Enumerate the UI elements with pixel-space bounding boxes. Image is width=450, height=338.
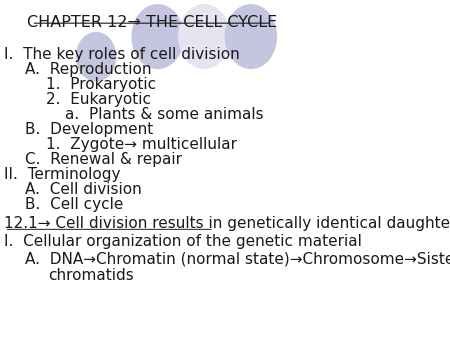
Text: 12.1→ Cell division results in genetically identical daughter cells: 12.1→ Cell division results in genetical… bbox=[4, 216, 450, 231]
Text: 2.  Eukaryotic: 2. Eukaryotic bbox=[46, 92, 152, 107]
Text: B.  Development: B. Development bbox=[26, 122, 154, 137]
Text: II.  Terminology: II. Terminology bbox=[4, 167, 121, 182]
Text: C.  Renewal & repair: C. Renewal & repair bbox=[26, 152, 182, 167]
Text: B.  Cell cycle: B. Cell cycle bbox=[26, 197, 124, 213]
Ellipse shape bbox=[179, 5, 230, 68]
Text: A.  DNA→Chromatin (normal state)→Chromosome→Sister: A. DNA→Chromatin (normal state)→Chromoso… bbox=[26, 251, 450, 266]
Text: I.  The key roles of cell division: I. The key roles of cell division bbox=[4, 47, 240, 62]
Text: I.  Cellular organization of the genetic material: I. Cellular organization of the genetic … bbox=[4, 234, 362, 249]
Ellipse shape bbox=[76, 32, 116, 81]
Text: A.  Cell division: A. Cell division bbox=[26, 183, 142, 197]
Text: chromatids: chromatids bbox=[48, 268, 134, 283]
Text: 1.  Zygote→ multicellular: 1. Zygote→ multicellular bbox=[46, 137, 238, 152]
Ellipse shape bbox=[132, 5, 183, 68]
Text: CHAPTER 12→ THE CELL CYCLE: CHAPTER 12→ THE CELL CYCLE bbox=[27, 15, 277, 30]
Text: 1.  Prokaryotic: 1. Prokaryotic bbox=[46, 77, 157, 92]
Text: a.  Plants & some animals: a. Plants & some animals bbox=[64, 107, 263, 122]
Ellipse shape bbox=[225, 5, 276, 68]
Text: A.  Reproduction: A. Reproduction bbox=[26, 62, 152, 77]
